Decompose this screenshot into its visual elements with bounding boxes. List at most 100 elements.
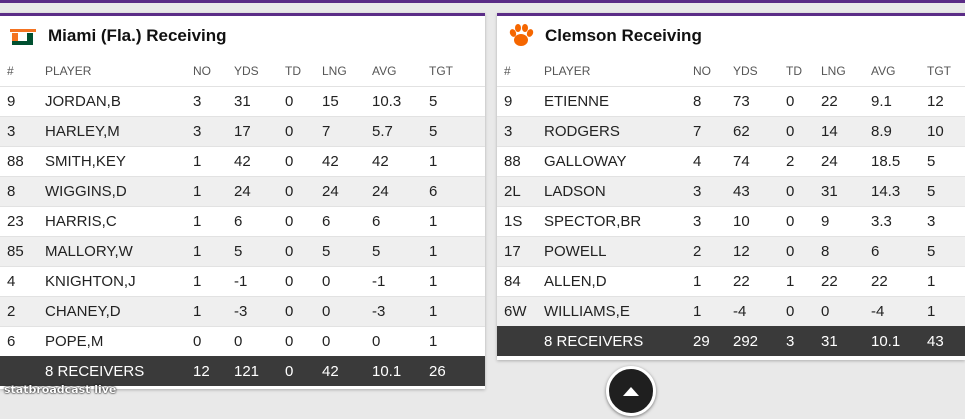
stat-cell: 9.1 [871, 85, 927, 116]
stat-cell: 14.3 [871, 175, 927, 206]
stat-cell: 2 [0, 295, 45, 326]
stat-cell: RODGERS [544, 115, 693, 146]
clemson-receiving-panel: Clemson Receiving # PLAYER NO YDS TD LNG AVG TG… [497, 13, 965, 360]
stat-cell: 1 [193, 205, 234, 236]
stat-cell: 12 [733, 235, 786, 266]
stat-cell: 1 [693, 295, 733, 326]
total-cell: 8 RECEIVERS [45, 356, 193, 386]
stat-cell: 4 [693, 145, 733, 176]
player-row: 8 WIGGINS,D 1 24 0 24 24 6 [0, 175, 485, 206]
total-cell [0, 356, 45, 386]
stat-cell: 0 [285, 175, 322, 206]
stat-cell: 3 [927, 205, 965, 236]
stat-cell: 22 [821, 265, 871, 296]
stat-cell: 3 [193, 115, 234, 146]
stat-cell: 88 [0, 145, 45, 176]
stat-cell: 0 [786, 115, 821, 146]
stat-cell: 3 [193, 85, 234, 116]
player-row: 9 JORDAN,B 3 31 0 15 10.3 5 [0, 85, 485, 116]
stat-cell: 1 [927, 265, 965, 296]
player-row: 1S SPECTOR,BR 3 10 0 9 3.3 3 [497, 205, 965, 236]
top-accent-line [0, 0, 965, 3]
stat-cell: 0 [234, 325, 285, 356]
player-row: 2L LADSON 3 43 0 31 14.3 5 [497, 175, 965, 206]
stat-cell: 8 [693, 85, 733, 116]
stat-cell: 22 [871, 265, 927, 296]
total-cell: 42 [322, 356, 372, 386]
scroll-top-button[interactable] [606, 366, 656, 416]
stat-cell: 5 [927, 235, 965, 266]
stat-cell: 0 [285, 295, 322, 326]
stat-cell: 22 [821, 85, 871, 116]
total-cell: 29 [693, 326, 733, 356]
stat-cell: 1 [429, 265, 485, 296]
stat-cell: 1 [429, 295, 485, 326]
column-header: # [504, 63, 511, 78]
up-arrow-icon [623, 386, 639, 396]
player-row: 84 ALLEN,D 1 22 1 22 22 1 [497, 265, 965, 296]
column-header: TD [285, 63, 301, 78]
stat-cell: 7 [322, 115, 372, 146]
stat-cell: ALLEN,D [544, 265, 693, 296]
miami-panel-title: Miami (Fla.) Receiving [48, 26, 227, 45]
stat-cell: 9 [0, 85, 45, 116]
stat-cell: 12 [927, 85, 965, 116]
stat-cell: -1 [234, 265, 285, 296]
player-row: 88 SMITH,KEY 1 42 0 42 42 1 [0, 145, 485, 176]
clemson-receiving-table: # PLAYER NO YDS TD LNG AVG TGT 9 ETIENNE 8 73 0 22 9.… [497, 56, 965, 356]
stat-cell: CHANEY,D [45, 295, 193, 326]
stat-cell: 17 [497, 235, 544, 266]
stat-cell: 0 [372, 325, 429, 356]
stat-cell: 5 [927, 145, 965, 176]
stat-cell: 3 [693, 205, 733, 236]
stat-cell: 0 [322, 265, 372, 296]
totals-row: 8 RECEIVERS 29 292 3 31 10.1 43 [497, 326, 965, 356]
stat-cell: 24 [234, 175, 285, 206]
stat-cell: 9 [821, 205, 871, 236]
stat-cell: 4 [0, 265, 45, 296]
column-header: # [7, 63, 14, 78]
stat-cell: 24 [821, 145, 871, 176]
stat-cell: 1 [429, 145, 485, 176]
stat-cell: 3 [693, 175, 733, 206]
column-header: YDS [733, 63, 758, 78]
total-cell: 43 [927, 326, 965, 356]
statbroadcast-watermark: statbroadcast live [4, 383, 117, 396]
clemson-paw-icon [509, 24, 534, 46]
column-header: LNG [821, 63, 846, 78]
player-row: 85 MALLORY,W 1 5 0 5 5 1 [0, 235, 485, 266]
stat-cell: 6W [497, 295, 544, 326]
miami-logo-icon [10, 23, 38, 49]
stat-cell: 24 [372, 175, 429, 206]
miami-receiving-table: # PLAYER NO YDS TD LNG AVG TGT 9 JORDAN,B 3 31 0 15 1… [0, 56, 485, 386]
player-row: 9 ETIENNE 8 73 0 22 9.1 12 [497, 85, 965, 116]
stat-cell: 0 [322, 325, 372, 356]
stat-cell: 0 [322, 295, 372, 326]
stat-cell: KNIGHTON,J [45, 265, 193, 296]
column-header: LNG [322, 63, 347, 78]
miami-receiving-panel: Miami (Fla.) Receiving # PLAYER NO YDS TD LNG… [0, 13, 485, 389]
totals-row: 8 RECEIVERS 12 121 0 42 10.1 26 [0, 356, 485, 386]
column-header: AVG [871, 63, 896, 78]
stat-cell: 17 [234, 115, 285, 146]
stat-cell: 5 [429, 85, 485, 116]
stat-cell: 5 [234, 235, 285, 266]
stat-cell: WILLIAMS,E [544, 295, 693, 326]
total-cell: 10.1 [871, 326, 927, 356]
stat-cell: 2 [693, 235, 733, 266]
stat-cell: 1 [927, 295, 965, 326]
column-header: AVG [372, 63, 397, 78]
stat-cell: 5.7 [372, 115, 429, 146]
stat-cell: 1 [693, 265, 733, 296]
stat-cell: ETIENNE [544, 85, 693, 116]
stat-cell: 0 [285, 115, 322, 146]
stat-cell: 0 [786, 295, 821, 326]
stat-cell: 74 [733, 145, 786, 176]
total-cell: 26 [429, 356, 485, 386]
total-cell: 0 [285, 356, 322, 386]
stat-cell: -3 [234, 295, 285, 326]
stat-cell: 6 [322, 205, 372, 236]
stat-cell: -4 [871, 295, 927, 326]
stat-cell: SMITH,KEY [45, 145, 193, 176]
stat-cell: 8.9 [871, 115, 927, 146]
